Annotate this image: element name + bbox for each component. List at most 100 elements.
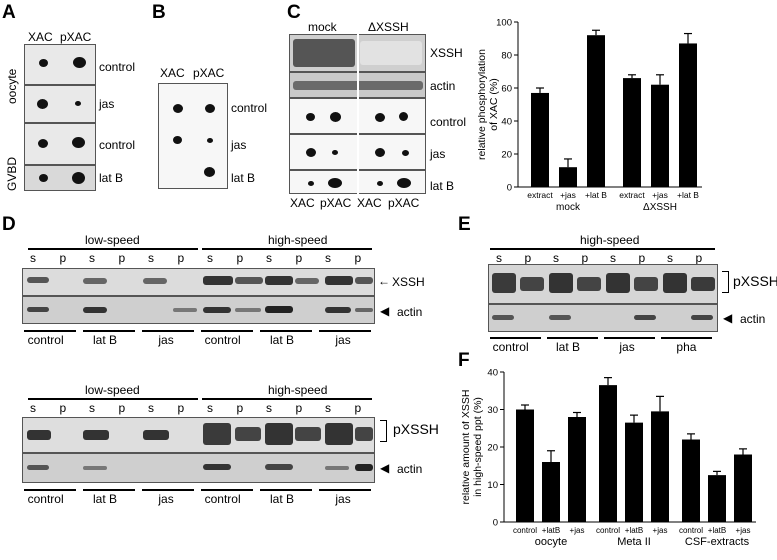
panel-b-blot [158,83,228,189]
bar [625,422,643,522]
panel-d-top-arrow-actin: ◀ [380,304,390,318]
lane-label: s [325,251,331,265]
panel-c-bottom-xac-2: XAC [357,196,382,210]
group-underline [201,330,253,332]
panel-d-top-arrow-xssh: ← [378,274,390,288]
y-tick-label: 100 [496,18,512,29]
panel-c-letter: C [287,2,301,23]
lane-label: p [59,251,67,265]
lane-label: s [30,401,36,415]
panel-a-row-latb: lat B [99,171,124,185]
panel-a-group-oocyte: oocyte [5,68,19,104]
panel-e-label-pxssh: pXSSH [733,273,777,289]
panel-e-blot-actin [488,304,718,332]
panel-c-row-xssh: XSSH [430,46,463,60]
group-underline [24,330,76,332]
bar [651,411,669,522]
x-group-label: ΔXSSH [643,202,677,212]
panel-a-row-control-2: control [99,138,136,152]
panel-a-group-gvbd: GVBD [5,156,19,191]
bar [531,92,549,187]
lane-label: p [354,251,362,265]
lane-label: s [266,401,272,415]
panel-e-line [490,248,715,250]
y-tick-label: 30 [487,405,498,416]
bar [651,84,669,187]
lane-label: p [581,251,589,265]
panel-c-row-jas: jas [430,147,446,161]
x-group-label: Meta II [617,536,651,548]
panel-c-divider [357,34,359,194]
panel-c-group-mock: mock [308,20,337,34]
x-group-label: mock [556,202,581,212]
lane-label: p [695,251,703,265]
lane-label: p [59,401,67,415]
lane-label: p [295,401,303,415]
bar [679,43,697,188]
y-axis-label: relative phosphorylationof XAC (%) [478,49,500,160]
panel-d-top-blot-xssh [22,268,375,296]
panel-d-bottom-blot-pxssh [22,417,375,453]
panel-d-bottom-label-actin: actin [397,462,423,476]
panel-d-bottom-bracket [380,420,387,442]
group-label: lat B [556,340,581,354]
lane-label: p [524,251,532,265]
group-label: control [204,333,241,347]
group-label: control [27,333,64,347]
y-tick-label: 0 [493,518,498,529]
panel-d-bottom-section-high: high-speed [268,383,328,397]
x-category-label: +jas [560,190,576,200]
y-tick-label: 40 [487,368,498,379]
lane-label: p [638,251,646,265]
group-label: jas [158,333,174,347]
panel-b-row-latb: lat B [231,171,256,185]
group-underline [260,330,312,332]
panel-a-blot-2 [24,85,96,123]
y-tick-label: 10 [487,480,498,491]
group-label: control [204,492,241,506]
panel-e-bracket [722,271,729,293]
y-tick-label: 20 [487,443,498,454]
lane-label: s [496,251,502,265]
lane-label: s [207,401,213,415]
lane-label: s [325,401,331,415]
panel-c-bottom-xac-1: XAC [290,196,315,210]
panel-d-top-line-high [202,248,372,250]
panel-a-letter: A [2,2,16,23]
bar [516,409,534,522]
group-underline [604,337,655,339]
x-category-label: control [596,526,620,535]
lane-label: p [236,401,244,415]
group-underline [142,330,194,332]
panel-c-row-actin: actin [430,79,456,93]
lane-label: s [30,251,36,265]
y-tick-label: 0 [507,183,512,194]
panel-e-blot-pxssh [488,264,718,304]
lane-label: s [610,251,616,265]
lane-label: s [207,251,213,265]
panel-d-bottom-arrow-actin: ◀ [380,461,390,475]
panel-e-section-high: high-speed [580,233,640,247]
panel-d-bottom-blot-actin [22,453,375,483]
group-label: lat B [270,333,295,347]
panel-b-col-xac: XAC [160,66,185,80]
group-label: lat B [93,492,118,506]
group-label: jas [335,492,351,506]
panel-d-top-section-high: high-speed [268,233,328,247]
lane-label: p [118,401,126,415]
bar [599,385,617,522]
panel-c-row-control: control [430,115,467,129]
bar [682,439,700,522]
group-label: jas [619,340,635,354]
panel-a-blot-1 [24,44,96,85]
y-tick-label: 80 [501,51,512,62]
y-axis-label: relative amount of XSSHin high-speed ppt… [462,390,484,505]
group-label: pha [676,340,697,354]
group-underline [490,337,541,339]
group-underline [260,489,312,491]
panel-b-letter: B [152,2,166,23]
lane-label: p [118,251,126,265]
group-label: jas [335,333,351,347]
lane-label: p [177,251,185,265]
y-tick-label: 40 [501,117,512,128]
